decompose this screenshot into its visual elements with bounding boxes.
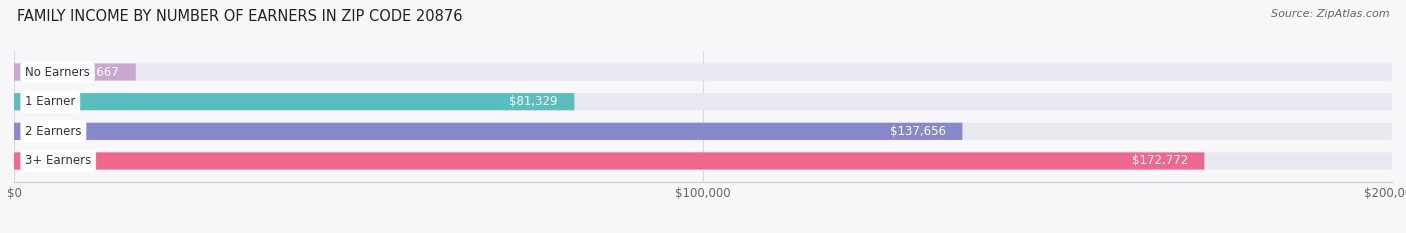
FancyBboxPatch shape bbox=[14, 63, 136, 81]
FancyBboxPatch shape bbox=[14, 63, 1392, 81]
FancyBboxPatch shape bbox=[14, 93, 575, 110]
Text: $137,656: $137,656 bbox=[890, 125, 946, 138]
Text: $17,667: $17,667 bbox=[70, 65, 120, 79]
Text: 2 Earners: 2 Earners bbox=[25, 125, 82, 138]
Text: Source: ZipAtlas.com: Source: ZipAtlas.com bbox=[1271, 9, 1389, 19]
Text: 3+ Earners: 3+ Earners bbox=[25, 154, 91, 168]
FancyBboxPatch shape bbox=[14, 152, 1205, 170]
Text: $172,772: $172,772 bbox=[1132, 154, 1188, 168]
Text: No Earners: No Earners bbox=[25, 65, 90, 79]
Text: $81,329: $81,329 bbox=[509, 95, 558, 108]
FancyBboxPatch shape bbox=[14, 123, 1392, 140]
FancyBboxPatch shape bbox=[14, 93, 1392, 110]
Text: 1 Earner: 1 Earner bbox=[25, 95, 76, 108]
FancyBboxPatch shape bbox=[14, 123, 963, 140]
FancyBboxPatch shape bbox=[14, 152, 1392, 170]
Text: FAMILY INCOME BY NUMBER OF EARNERS IN ZIP CODE 20876: FAMILY INCOME BY NUMBER OF EARNERS IN ZI… bbox=[17, 9, 463, 24]
